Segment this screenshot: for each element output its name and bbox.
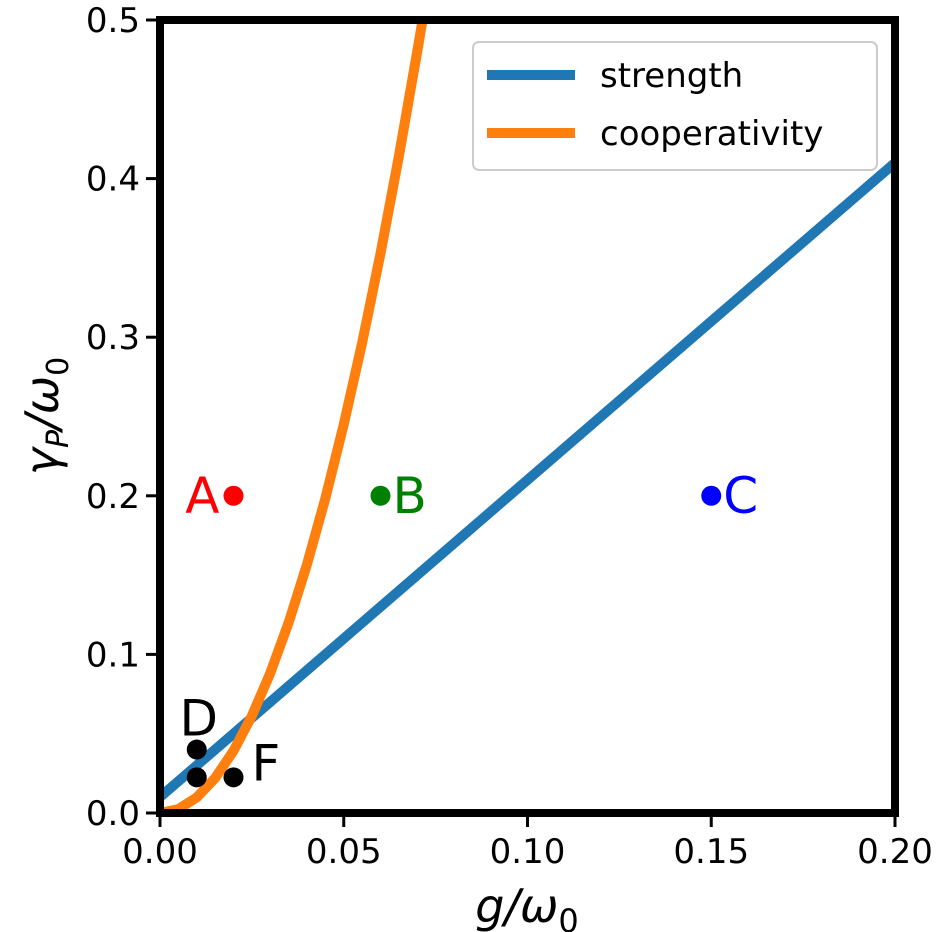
x-axis-label-main: g/ω <box>475 879 558 932</box>
y-tick-label: 0.3 <box>86 318 140 358</box>
x-tick-label: 0.10 <box>490 832 566 872</box>
y-axis-label-sub-0: 0 <box>41 357 76 376</box>
point-a <box>223 485 244 506</box>
points-layer: A B C DF <box>179 467 758 793</box>
legend: strength cooperativity <box>472 41 878 171</box>
series-line-cooperativity <box>160 22 427 813</box>
y-tick-label: 0.4 <box>86 160 140 200</box>
y-tick-label: 0.0 <box>86 794 140 834</box>
y-axis-label: γP/ω0 <box>15 357 76 475</box>
x-axis-label-sub: 0 <box>558 902 578 932</box>
y-tick-label: 0.5 <box>86 1 140 41</box>
point-b <box>370 485 391 506</box>
legend-label-cooperativity: cooperativity <box>600 114 823 154</box>
point-d <box>186 739 207 760</box>
y-axis-label-rest: /ω <box>15 376 69 434</box>
x-tick-label: 0.15 <box>673 832 749 872</box>
point-f <box>223 767 244 788</box>
y-tick-label: 0.1 <box>86 635 140 675</box>
point-c <box>701 485 722 506</box>
legend-label-strength: strength <box>600 56 743 96</box>
y-tick-label: 0.2 <box>86 477 140 517</box>
y-axis-ticks: 0.0 0.1 0.2 0.3 0.4 0.5 <box>86 1 156 834</box>
point-label-f: F <box>252 734 281 792</box>
point-label-d: D <box>179 690 218 748</box>
y-axis-label-gamma: γ <box>15 445 69 475</box>
x-tick-label: 0.05 <box>306 832 382 872</box>
x-axis-ticks: 0.00 0.05 0.10 0.15 0.20 <box>122 817 933 872</box>
x-tick-label: 0.00 <box>122 832 198 872</box>
x-tick-label: 0.20 <box>857 832 933 872</box>
plot-frame <box>156 16 899 817</box>
point-label-c: C <box>723 467 758 525</box>
point-label-b: B <box>393 467 427 525</box>
point-unlabeled <box>186 767 207 788</box>
x-axis-label: g/ω0 <box>475 879 579 932</box>
series-layer <box>160 22 895 813</box>
y-axis-label-sub-p: P <box>41 429 76 448</box>
point-label-a: A <box>185 467 219 525</box>
series-line-strength <box>160 158 895 801</box>
